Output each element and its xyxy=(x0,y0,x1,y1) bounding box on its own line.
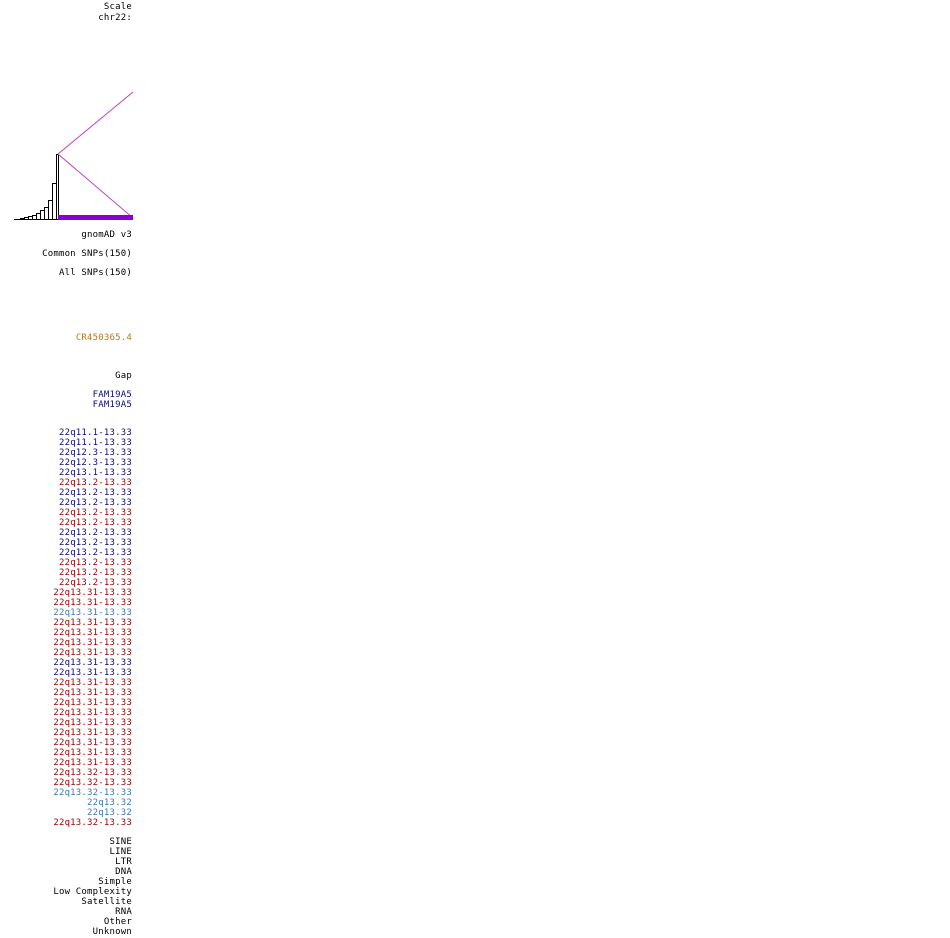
histogram-bar xyxy=(36,213,41,220)
band-label[interactable]: 22q13.2-13.33 xyxy=(58,488,132,498)
band-label[interactable]: 22q13.31-13.33 xyxy=(53,678,132,688)
band-label[interactable]: 22q13.31-13.33 xyxy=(53,668,132,678)
band-label[interactable]: 22q13.31-13.33 xyxy=(53,758,132,768)
band-label[interactable]: 22q13.2-13.33 xyxy=(58,578,132,588)
band-label[interactable]: 22q13.32-13.33 xyxy=(53,818,132,828)
band-label[interactable]: 22q12.3-13.33 xyxy=(58,448,132,458)
histogram-bar xyxy=(52,183,57,220)
band-label[interactable]: 22q13.31-13.33 xyxy=(53,618,132,628)
band-label[interactable]: 22q13.31-13.33 xyxy=(53,628,132,638)
histogram-bar xyxy=(40,210,45,220)
band-label[interactable]: 22q13.31-13.33 xyxy=(53,718,132,728)
zoom-line-lower xyxy=(57,153,134,219)
repeat-class-label: Low Complexity xyxy=(53,887,132,897)
band-label[interactable]: 22q13.2-13.33 xyxy=(58,518,132,528)
scale-label: Scale xyxy=(103,2,132,12)
track-label-common-snps[interactable]: Common SNPs(150) xyxy=(42,249,132,259)
repeat-class-label: LINE xyxy=(109,847,132,857)
band-label[interactable]: 22q13.32 xyxy=(87,798,132,808)
band-label[interactable]: 22q11.1-13.33 xyxy=(58,428,132,438)
band-label[interactable]: 22q13.31-13.33 xyxy=(53,638,132,648)
band-label[interactable]: 22q13.2-13.33 xyxy=(58,568,132,578)
repeat-class-label: RNA xyxy=(115,907,132,917)
track-label-all-snps[interactable]: All SNPs(150) xyxy=(58,268,132,278)
band-label[interactable]: 22q13.1-13.33 xyxy=(58,468,132,478)
band-label[interactable]: 22q13.31-13.33 xyxy=(53,588,132,598)
band-label[interactable]: 22q13.31-13.33 xyxy=(53,658,132,668)
chromosome-label: chr22: xyxy=(98,13,132,23)
band-label[interactable]: 22q13.32-13.33 xyxy=(53,788,132,798)
track-label-gap[interactable]: Gap xyxy=(115,371,132,381)
band-label[interactable]: 22q13.31-13.33 xyxy=(53,728,132,738)
repeat-class-label: Satellite xyxy=(81,897,132,907)
gene-label-fam19a5[interactable]: FAM19A5 xyxy=(92,390,132,400)
histogram-bar xyxy=(20,218,25,220)
histogram-bar xyxy=(48,200,53,220)
snp-histogram xyxy=(14,154,59,220)
highlight-bar xyxy=(58,215,133,220)
band-label[interactable]: 22q13.31-13.33 xyxy=(53,648,132,658)
band-label[interactable]: 22q12.3-13.33 xyxy=(58,458,132,468)
track-label-gnomad[interactable]: gnomAD v3 xyxy=(81,230,132,240)
band-label[interactable]: 22q13.2-13.33 xyxy=(58,498,132,508)
band-label[interactable]: 22q13.31-13.33 xyxy=(53,688,132,698)
band-label[interactable]: 22q13.32-13.33 xyxy=(53,778,132,788)
band-label[interactable]: 22q13.31-13.33 xyxy=(53,698,132,708)
band-label[interactable]: 22q13.31-13.33 xyxy=(53,708,132,718)
band-label[interactable]: 22q13.31-13.33 xyxy=(53,748,132,758)
band-label[interactable]: 22q13.2-13.33 xyxy=(58,538,132,548)
band-label[interactable]: 22q13.2-13.33 xyxy=(58,478,132,488)
histogram-bar xyxy=(56,154,59,220)
histogram-bar xyxy=(44,207,49,220)
repeat-class-label: Unknown xyxy=(92,927,132,937)
repeat-class-label: SINE xyxy=(109,837,132,847)
band-label[interactable]: 22q11.1-13.33 xyxy=(58,438,132,448)
repeat-class-label: Simple xyxy=(98,877,132,887)
repeat-class-label: DNA xyxy=(115,867,132,877)
band-label[interactable]: 22q13.2-13.33 xyxy=(58,548,132,558)
band-label[interactable]: 22q13.2-13.33 xyxy=(58,508,132,518)
band-label[interactable]: 22q13.2-13.33 xyxy=(58,528,132,538)
repeat-class-label: LTR xyxy=(115,857,132,867)
gene-label-fam19a5[interactable]: FAM19A5 xyxy=(92,400,132,410)
band-label[interactable]: 22q13.2-13.33 xyxy=(58,558,132,568)
zoom-line-upper xyxy=(57,91,134,155)
band-label[interactable]: 22q13.31-13.33 xyxy=(53,608,132,618)
gene-label-cr450365[interactable]: CR450365.4 xyxy=(75,333,132,343)
band-label[interactable]: 22q13.31-13.33 xyxy=(53,598,132,608)
histogram-bar xyxy=(24,217,29,220)
histogram-bar xyxy=(32,215,37,220)
band-label[interactable]: 22q13.31-13.33 xyxy=(53,738,132,748)
band-label[interactable]: 22q13.32-13.33 xyxy=(53,768,132,778)
repeat-class-label: Other xyxy=(103,917,132,927)
histogram-bar xyxy=(28,216,33,220)
band-label[interactable]: 22q13.32 xyxy=(87,808,132,818)
